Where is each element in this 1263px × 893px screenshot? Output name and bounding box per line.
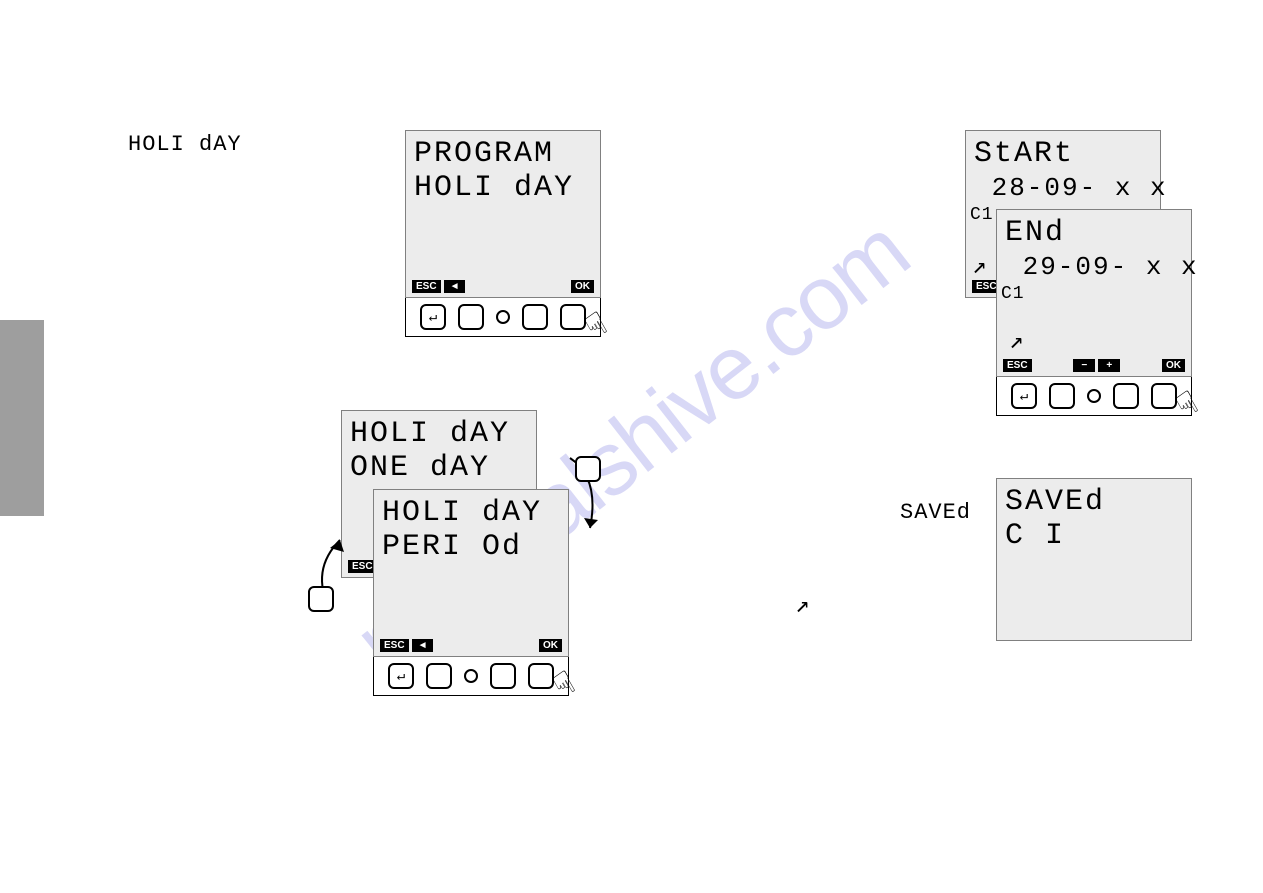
soft-key-left-arrow: ◄: [412, 639, 434, 652]
button-2[interactable]: [1049, 383, 1075, 409]
soft-key-row: ESC ◄ OK: [380, 639, 562, 652]
indicator-led: [496, 310, 510, 324]
screen-end-date: ENd 29-09- x x C1 ↗ ESC − + OK: [996, 209, 1192, 377]
screen-line2: C I: [1005, 519, 1183, 553]
screen-line2: 28-09- x x: [974, 171, 1152, 205]
soft-key-esc: ESC: [412, 280, 441, 293]
screen-line2: PERI Od: [382, 530, 560, 564]
button-row: ↵ ☟: [373, 657, 569, 696]
label-saved: SAVEd: [900, 500, 971, 525]
ok-button[interactable]: [528, 663, 554, 689]
arrow-ne-icon: ↗: [1009, 326, 1023, 356]
screen-line1: PROGRAM: [414, 137, 592, 171]
screen-line1: ENd: [1005, 216, 1183, 250]
soft-key-ok: OK: [539, 639, 562, 652]
label-holiday: HOLI dAY: [128, 132, 242, 157]
device-end-date: ENd 29-09- x x C1 ↗ ESC − + OK ↵ ☟: [996, 209, 1192, 416]
soft-key-minus: −: [1073, 359, 1095, 372]
button-3[interactable]: [490, 663, 516, 689]
device-program-holiday: PROGRAM HOLI dAY ESC ◄ OK ↵ ☟: [405, 130, 601, 337]
ok-button[interactable]: [560, 304, 586, 330]
screen-line2: HOLI dAY: [414, 171, 592, 205]
screen-line1: HOLI dAY: [382, 496, 560, 530]
channel-label-c1: C1: [970, 205, 994, 225]
button-3[interactable]: [1113, 383, 1139, 409]
screen-line1: SAVEd: [1005, 485, 1183, 519]
soft-key-esc: ESC: [1003, 359, 1032, 372]
screen-line2: 29-09- x x: [1005, 250, 1183, 284]
cycle-arrow-up-icon: [300, 520, 380, 630]
button-row: ↵ ☟: [405, 298, 601, 337]
screen-saved: SAVEd C I: [996, 478, 1192, 641]
arrow-ne-icon: ↗: [972, 251, 986, 281]
screen-line1: HOLI dAY: [350, 417, 528, 451]
soft-key-plus: +: [1098, 359, 1120, 372]
button-3[interactable]: [522, 304, 548, 330]
button-2[interactable]: [458, 304, 484, 330]
back-button[interactable]: ↵: [1011, 383, 1037, 409]
arrow-ne-icon: ↗: [795, 590, 809, 620]
back-button[interactable]: ↵: [420, 304, 446, 330]
page-side-tab: [0, 320, 44, 516]
channel-label-c1: C1: [1001, 284, 1025, 304]
soft-key-ok: OK: [1162, 359, 1185, 372]
soft-key-row: ESC − + OK: [1003, 359, 1185, 372]
button-2[interactable]: [426, 663, 452, 689]
screen-program-holiday: PROGRAM HOLI dAY ESC ◄ OK: [405, 130, 601, 298]
indicator-led: [1087, 389, 1101, 403]
indicator-led: [464, 669, 478, 683]
back-button[interactable]: ↵: [388, 663, 414, 689]
ok-button[interactable]: [1151, 383, 1177, 409]
soft-key-esc: ESC: [380, 639, 409, 652]
soft-key-left-arrow: ◄: [444, 280, 466, 293]
screen-line1: StARt: [974, 137, 1152, 171]
soft-key-row: ESC ◄ OK: [412, 280, 594, 293]
button-row: ↵ ☟: [996, 377, 1192, 416]
float-button-right[interactable]: [575, 456, 601, 482]
screen-line2: ONE dAY: [350, 451, 528, 485]
float-button-left[interactable]: [308, 586, 334, 612]
soft-key-ok: OK: [571, 280, 594, 293]
